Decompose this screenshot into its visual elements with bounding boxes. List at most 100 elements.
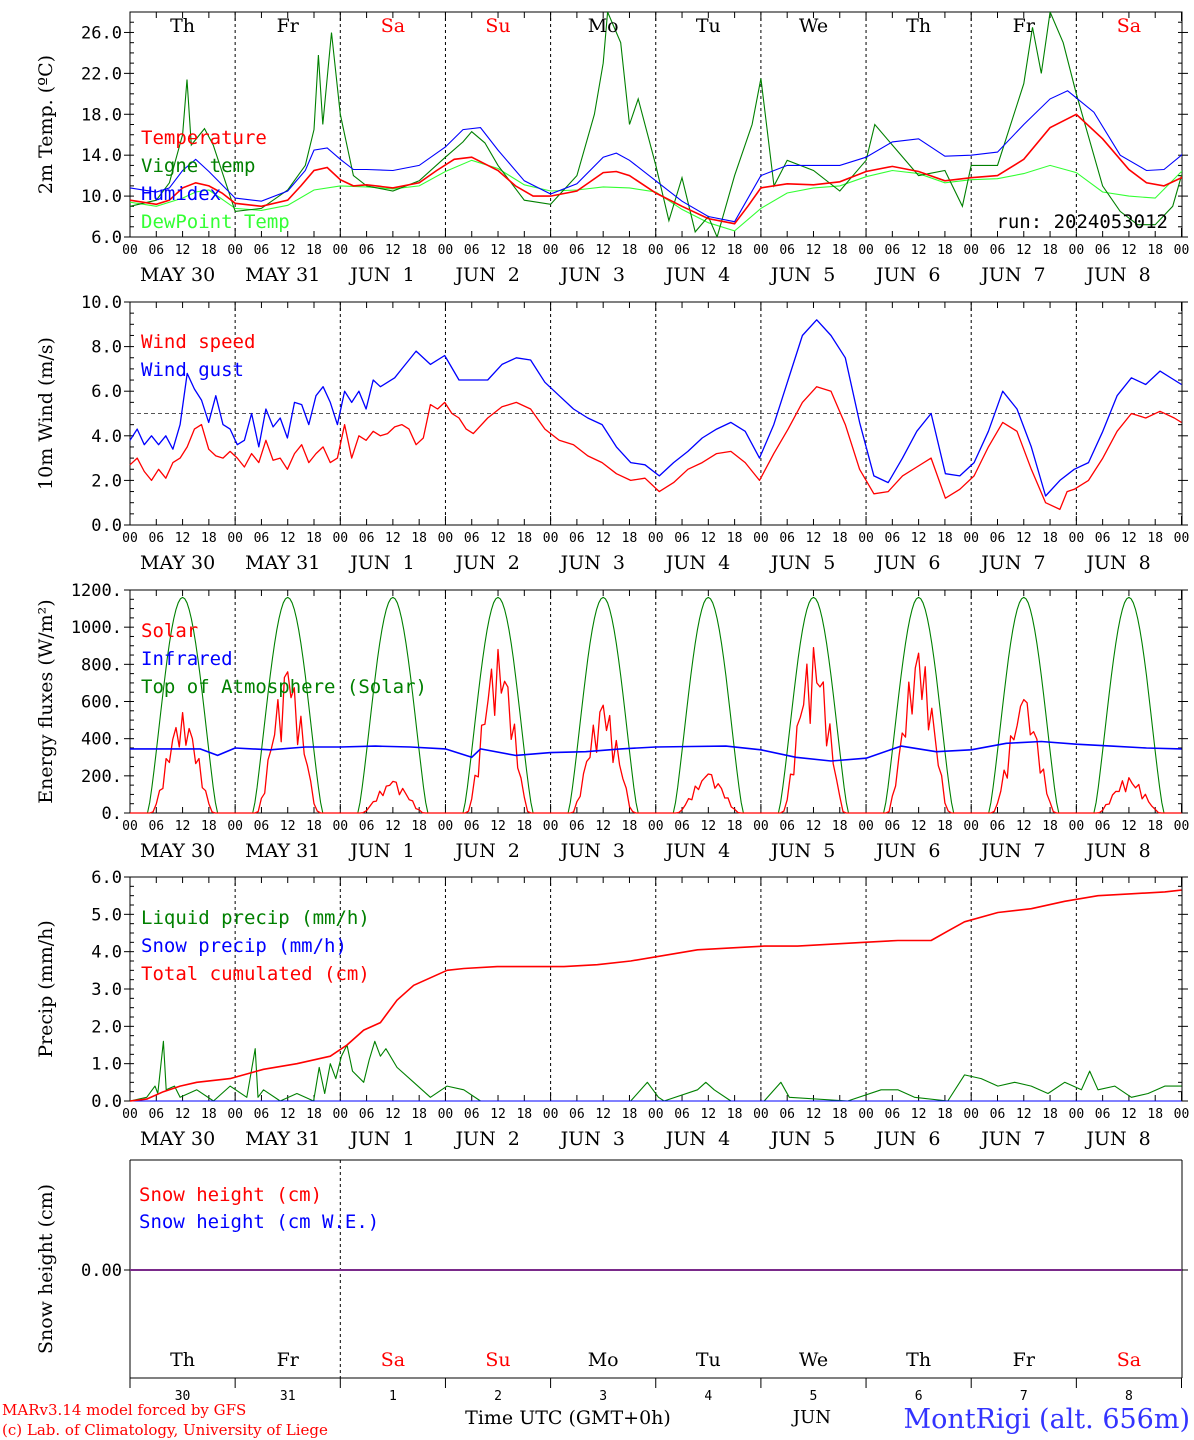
hour-tick-label: 06: [359, 819, 375, 834]
date-label: JUN 3: [559, 552, 625, 574]
weekday-label: Fr: [1013, 1349, 1036, 1371]
date-label: JUN 6: [874, 264, 940, 286]
hour-tick-label: 12: [700, 1107, 716, 1122]
date-label: JUN 2: [453, 840, 519, 862]
date-label: JUN 7: [979, 840, 1045, 862]
y-tick-label: 0.0: [91, 516, 122, 536]
hour-tick-label: 18: [937, 1107, 953, 1122]
hour-tick-label: 12: [911, 243, 927, 258]
hour-tick-label: 12: [385, 243, 401, 258]
series-line-solar: [340, 780, 446, 814]
series-line-solar: [655, 773, 761, 814]
hour-tick-label: 12: [490, 531, 506, 546]
hour-tick-label: 18: [1147, 1107, 1163, 1122]
hour-tick-label: 06: [1095, 531, 1111, 546]
hour-tick-label: 00: [332, 1107, 348, 1122]
weekday-label: Th: [170, 15, 195, 37]
hour-tick-label: 18: [411, 819, 427, 834]
y-tick-label: 600.: [81, 693, 122, 713]
day-number-label: 3: [599, 1389, 607, 1404]
hour-tick-label: 18: [832, 819, 848, 834]
hour-tick-label: 00: [858, 819, 874, 834]
hour-tick-label: 06: [674, 1107, 690, 1122]
y-tick-label: 1200.: [71, 581, 122, 601]
date-label: JUN 1: [348, 1128, 414, 1150]
y-tick-label: 8.0: [91, 338, 122, 358]
hour-tick-label: 12: [700, 531, 716, 546]
hour-tick-label: 18: [727, 1107, 743, 1122]
y-tick-label: 0.00: [81, 1261, 122, 1281]
hour-tick-label: 12: [911, 1107, 927, 1122]
hour-tick-label: 00: [438, 243, 454, 258]
series-line-toa-solar: [655, 596, 761, 814]
hour-tick-label: 00: [648, 531, 664, 546]
hour-tick-label: 18: [1042, 243, 1058, 258]
hour-tick-label: 12: [175, 1107, 191, 1122]
hour-tick-label: 00: [122, 243, 138, 258]
hour-tick-label: 00: [1069, 1107, 1085, 1122]
date-label: JUN 6: [874, 552, 940, 574]
temp-series-group: [130, 12, 1182, 237]
day-number-label: 6: [915, 1389, 923, 1404]
weekday-label: Th: [906, 15, 931, 37]
hour-tick-label: 18: [727, 531, 743, 546]
hour-tick-label: 06: [148, 531, 164, 546]
run-annotation: run: 2024053012: [996, 211, 1168, 233]
y-tick-label: 5.0: [91, 905, 122, 925]
hour-tick-label: 00: [648, 243, 664, 258]
day-number-label: 31: [280, 1389, 296, 1404]
hour-tick-label: 00: [332, 531, 348, 546]
date-label: MAY 30: [140, 840, 215, 862]
day-number-label: 2: [494, 1389, 502, 1404]
hour-tick-label: 18: [201, 819, 217, 834]
date-label: MAY 31: [245, 1128, 320, 1150]
date-label: JUN 5: [769, 264, 835, 286]
date-label: JUN 1: [348, 840, 414, 862]
legend-snow-height-cm-w-e-: Snow height (cm W.E.): [139, 1211, 379, 1233]
date-label: JUN 4: [664, 552, 730, 574]
hour-tick-label: 18: [727, 819, 743, 834]
hour-tick-label: 06: [674, 819, 690, 834]
panel-frame-3: [129, 589, 1183, 814]
hour-tick-label: 18: [1147, 819, 1163, 834]
y-tick-label: 22.0: [81, 64, 122, 84]
y-tick-label: 4.0: [91, 943, 122, 963]
day-number-label: 30: [175, 1389, 191, 1404]
hour-tick-label: 06: [779, 819, 795, 834]
series-line-solar: [130, 711, 236, 814]
hour-tick-label: 18: [411, 1107, 427, 1122]
hour-tick-label: 06: [885, 531, 901, 546]
date-label: MAY 31: [245, 264, 320, 286]
legend-temperature: Temperature: [141, 127, 267, 149]
series-line-solar: [445, 648, 551, 814]
hour-tick-label: 12: [911, 819, 927, 834]
hour-tick-label: 06: [254, 531, 270, 546]
chart-layer: 6.010.014.018.022.026.02m Temp. (ºC)Th Fr…: [2, 11, 1190, 1439]
hour-tick-label: 18: [622, 819, 638, 834]
hour-tick-label: 00: [543, 1107, 559, 1122]
weekday-label: Fr: [1013, 15, 1036, 37]
date-label: JUN 1: [348, 552, 414, 574]
hour-tick-label: 06: [148, 1107, 164, 1122]
date-label: JUN 7: [979, 1128, 1045, 1150]
hour-tick-label: 06: [779, 1107, 795, 1122]
hour-tick-label: 12: [1016, 531, 1032, 546]
hour-tick-label: 18: [937, 819, 953, 834]
hour-tick-label: 12: [385, 531, 401, 546]
hour-tick-label: 12: [1016, 819, 1032, 834]
hour-tick-label: 12: [700, 819, 716, 834]
hour-tick-label: 12: [280, 1107, 296, 1122]
date-label: MAY 30: [140, 1128, 215, 1150]
series-line-wind-gust: [129, 319, 1182, 497]
hour-tick-label: 06: [990, 819, 1006, 834]
series-line-toa-solar: [1076, 596, 1182, 814]
hour-tick-label: 00: [227, 243, 243, 258]
y-tick-label: 0.0: [91, 1092, 122, 1112]
hour-tick-label: 00: [753, 531, 769, 546]
series-line-solar: [235, 671, 341, 814]
hour-tick-label: 18: [622, 531, 638, 546]
series-line-toa-solar: [340, 596, 446, 814]
hour-tick-label: 18: [1147, 531, 1163, 546]
hour-tick-label: 00: [1069, 819, 1085, 834]
date-label: JUN 7: [979, 552, 1045, 574]
